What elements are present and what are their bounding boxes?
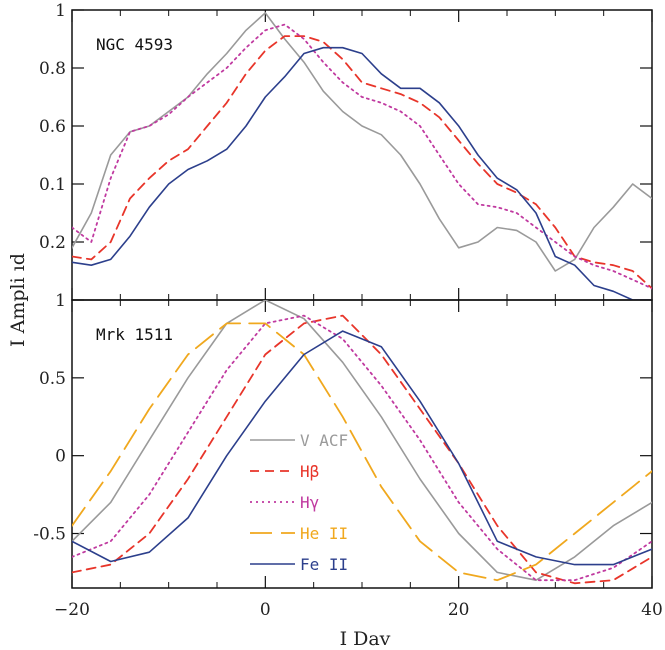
- y-tick-label: 0.2: [39, 233, 66, 253]
- series-line-h-beta: [72, 35, 652, 290]
- series-line-he-ii: [72, 322, 652, 582]
- x-tick-label: 40: [641, 600, 663, 620]
- x-tick-label: −20: [54, 600, 90, 620]
- y-tick-label: -0.5: [33, 525, 66, 545]
- y-tick-label: 0.1: [39, 175, 66, 195]
- legend-label-fe-ii: Fe II: [300, 555, 348, 574]
- series-line-v-acf: [72, 300, 652, 582]
- legend-label-h-beta: Hβ: [300, 462, 319, 481]
- series-line-v-acf: [72, 12, 652, 272]
- y-tick-label: 1: [55, 1, 66, 21]
- legend: V ACF Hβ Hγ He II Fe II: [250, 431, 348, 574]
- panel-mrk-1511: -0.5 0 0.5 1 Mrk 1511: [33, 291, 653, 589]
- y-tick-label: 0: [55, 447, 66, 467]
- legend-label-v-acf: V ACF: [300, 431, 348, 450]
- series-line-fe-ii: [72, 46, 652, 300]
- series-line-h-gamma: [72, 23, 652, 290]
- series-line-fe-ii: [72, 330, 652, 566]
- y-tick-label: 0.8: [39, 59, 66, 79]
- series-line-h-beta: [72, 314, 652, 585]
- legend-label-he-ii: He II: [300, 524, 348, 543]
- y-tick-label: 0.6: [39, 117, 66, 137]
- y-tick-label: 1: [55, 291, 66, 311]
- panel-ngc-4593: 0.2 0.1 0.6 0.8 1 NGC 4593: [39, 1, 653, 301]
- panel-label: NGC 4593: [96, 35, 173, 54]
- panel-label: Mrk 1511: [96, 325, 173, 344]
- y-tick-label: 0.5: [39, 369, 66, 389]
- x-tick-label: 20: [448, 600, 470, 620]
- y-axis-title: I Ampli ıd: [7, 253, 29, 347]
- series-line-h-gamma: [72, 314, 652, 582]
- x-axis-title: I Dav: [340, 628, 391, 650]
- legend-label-h-gamma: Hγ: [300, 493, 319, 512]
- x-tick-label: 0: [260, 600, 271, 620]
